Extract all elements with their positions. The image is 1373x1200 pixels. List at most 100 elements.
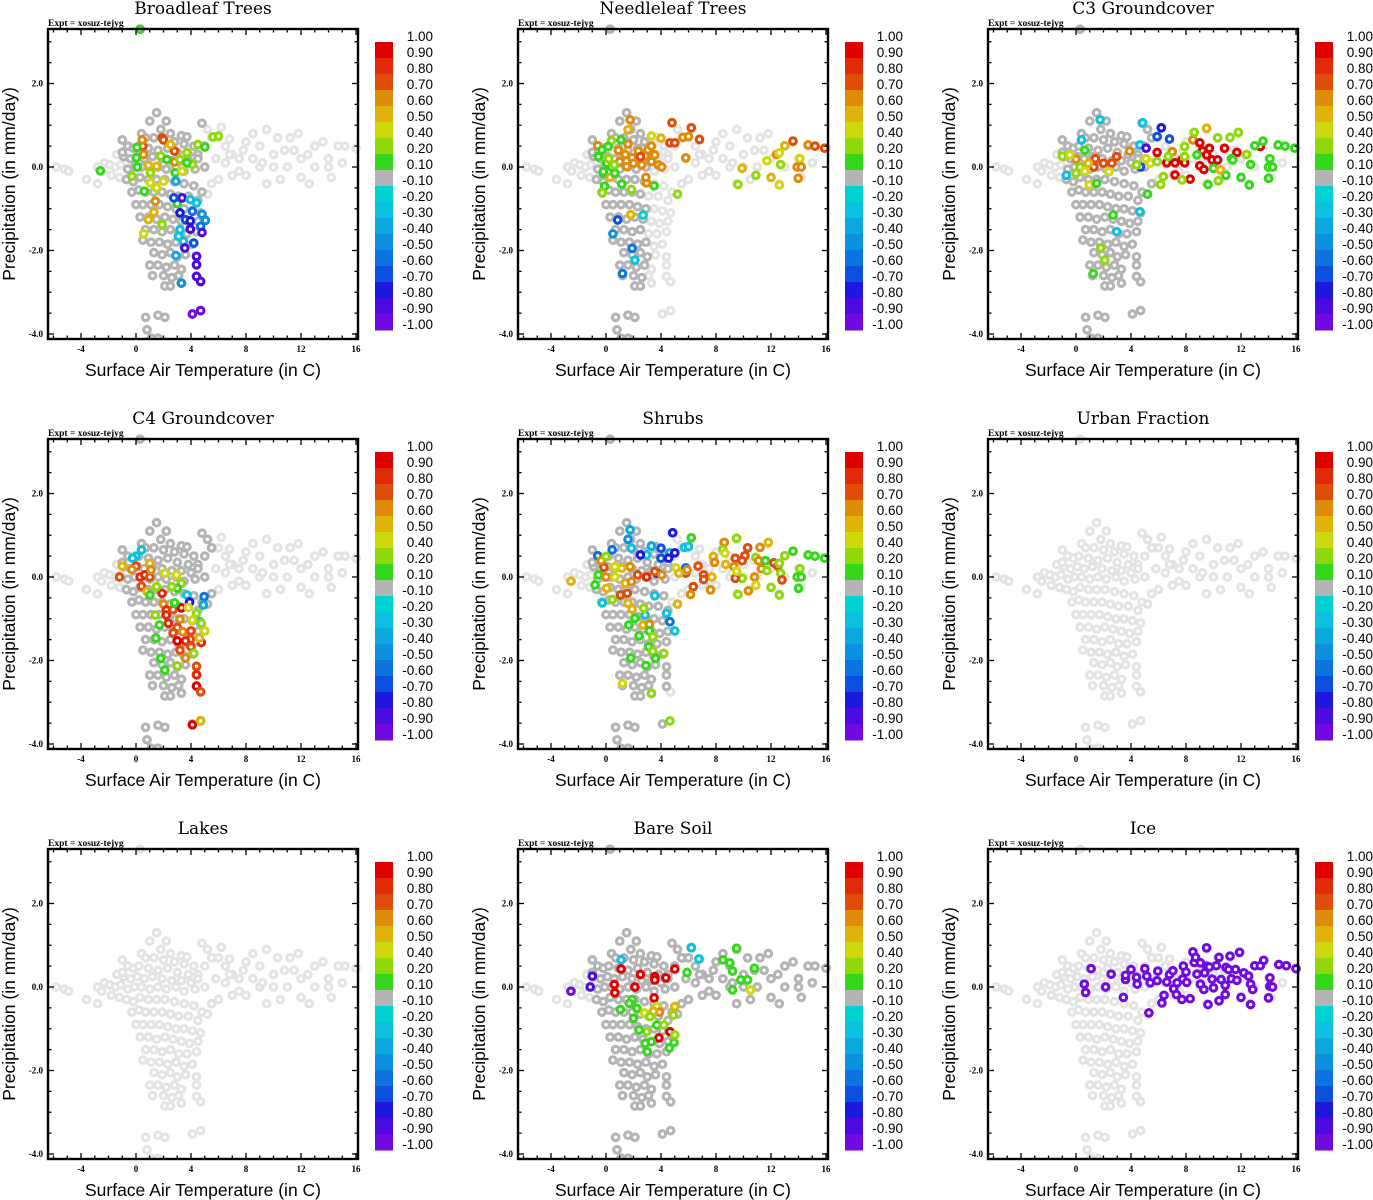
background-point (1080, 597, 1091, 607)
y-tick-label: -2.0 (29, 656, 44, 666)
neutral-point (188, 180, 199, 191)
x-tick-label: -4 (1017, 754, 1025, 764)
neutral-point (144, 670, 155, 680)
background-point (195, 1028, 206, 1038)
y-axis-label: Precipitation (in mm/day) (939, 497, 959, 691)
colorbar-label: -0.60 (872, 1073, 903, 1088)
data-point (191, 661, 202, 672)
background-point (234, 986, 244, 997)
background-point (1135, 1125, 1146, 1136)
neutral-point (179, 139, 189, 149)
background-point (135, 992, 145, 1003)
neutral-point (1095, 124, 1106, 135)
background-point (1093, 555, 1103, 566)
neutral-point (624, 199, 635, 210)
data-point (615, 1004, 626, 1015)
neutral-point (1100, 174, 1110, 185)
background-point (1249, 551, 1260, 561)
background-point (1142, 599, 1153, 609)
data-point (191, 608, 202, 619)
data-point (628, 158, 639, 169)
background-point (210, 153, 221, 164)
neutral-point (631, 672, 642, 683)
background-point (160, 1032, 170, 1042)
background-point (303, 559, 313, 570)
y-tick-label: -4.0 (499, 329, 514, 339)
x-tick-label: -4 (77, 754, 85, 764)
data-point (737, 555, 747, 566)
background-point (1266, 582, 1277, 593)
colorbar-label: -0.90 (402, 711, 433, 726)
colorbar-label: -1.00 (872, 1137, 903, 1152)
background-point (1097, 563, 1107, 574)
colorbar-label: 0.10 (877, 567, 903, 582)
neutral-point (683, 952, 694, 963)
neutral-point (614, 936, 625, 946)
background-point (1133, 563, 1143, 574)
background-point (1079, 563, 1090, 574)
colorbar-swatch (375, 154, 393, 171)
background-point (672, 534, 683, 545)
colorbar-label: 0.20 (407, 141, 433, 156)
neutral-point (623, 1080, 633, 1090)
colorbar-label: 0.10 (1347, 977, 1373, 992)
neutral-point (663, 563, 673, 574)
data-point (623, 124, 633, 135)
neutral-point (161, 262, 172, 273)
x-tick-label: 0 (1074, 1164, 1079, 1174)
data-point (191, 259, 202, 270)
background-point (63, 576, 74, 587)
background-point (1021, 584, 1032, 595)
background-point (285, 542, 295, 553)
neutral-point (138, 609, 148, 620)
background-point (672, 124, 683, 135)
background-point (1094, 647, 1105, 658)
neutral-point (621, 517, 632, 528)
neutral-point (704, 973, 714, 984)
background-point (1106, 565, 1117, 576)
data-point (195, 716, 206, 726)
data-point (1181, 977, 1192, 988)
neutral-point (669, 982, 680, 992)
y-tick-label: 0.0 (32, 982, 44, 992)
data-point (1190, 952, 1201, 963)
data-point (180, 636, 191, 646)
data-point (674, 568, 684, 579)
data-point (731, 533, 742, 544)
background-point (657, 239, 668, 250)
x-tick-label: 16 (352, 344, 362, 354)
colorbar-label: 0.40 (1347, 945, 1373, 960)
data-point (795, 153, 805, 164)
background-point (275, 994, 286, 1005)
neutral-point (197, 528, 207, 539)
y-tick-label: 2.0 (32, 489, 44, 499)
background-point (173, 1048, 184, 1059)
data-point (160, 665, 170, 675)
background-point (1100, 1132, 1110, 1143)
background-point (326, 992, 337, 1003)
background-point (1097, 1069, 1107, 1080)
neutral-point (773, 969, 783, 980)
background-point (1102, 1021, 1113, 1032)
background-point (566, 166, 577, 177)
data-point (630, 613, 640, 624)
background-point (1222, 572, 1233, 582)
experiment-label: Expt = xosuz-tejyg (48, 839, 124, 849)
colorbar-label: -0.50 (872, 237, 903, 252)
data-point (649, 993, 659, 1003)
data-point (1135, 206, 1145, 217)
neutral-point (144, 526, 155, 536)
data-point (1177, 175, 1187, 185)
colorbar-label: -0.60 (1342, 663, 1373, 678)
neutral-point (138, 645, 148, 655)
colorbar-label: 0.70 (877, 77, 903, 92)
data-point (195, 276, 206, 287)
data-point (625, 653, 636, 663)
neutral-point (796, 992, 807, 1003)
colorbar-label: 0.60 (407, 503, 433, 518)
colorbar-swatch (845, 708, 863, 725)
neutral-point (766, 973, 776, 984)
colorbar-swatch (375, 1022, 393, 1039)
data-point (175, 614, 185, 625)
data-point (686, 942, 697, 953)
